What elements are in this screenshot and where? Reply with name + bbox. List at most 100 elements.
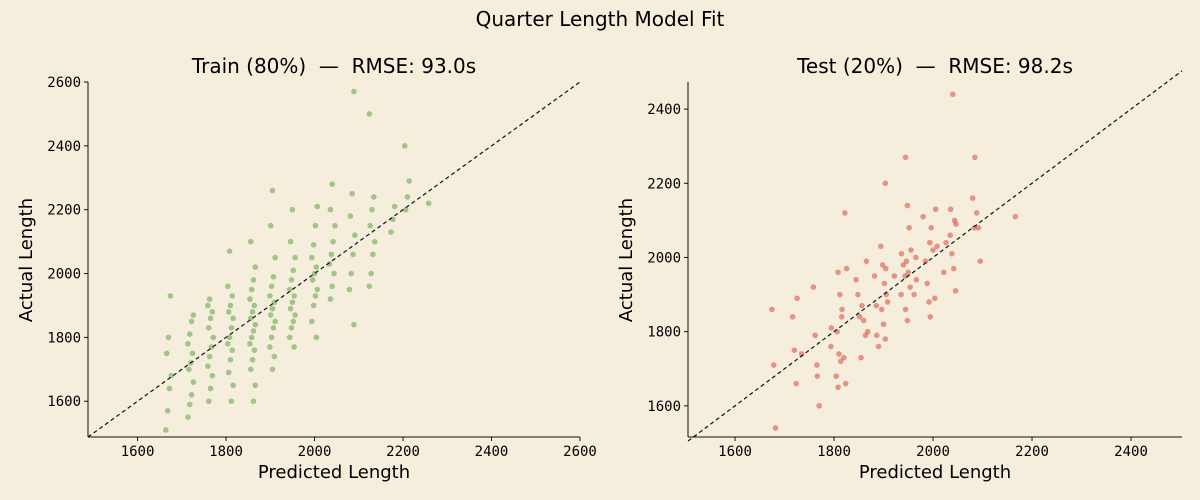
train-point — [205, 302, 211, 309]
test-point — [839, 306, 845, 313]
test-point — [920, 213, 926, 220]
train-point — [185, 414, 191, 421]
test-point — [841, 354, 847, 361]
test-point — [828, 325, 835, 331]
train-point — [391, 203, 398, 210]
train-point — [205, 363, 211, 369]
train-point — [312, 222, 319, 229]
test-point — [834, 328, 840, 335]
test-y-axis-label: Actual Length — [616, 198, 637, 322]
test-y-tick-label: 1600 — [647, 399, 681, 415]
train-point — [205, 325, 212, 331]
train-point — [166, 385, 173, 392]
train-point — [250, 277, 257, 283]
test-point — [884, 299, 891, 305]
test-point — [842, 380, 849, 387]
test-point — [812, 332, 818, 339]
train-point — [309, 318, 315, 325]
train-x-tick-label: 2400 — [475, 444, 509, 460]
train-identity-line — [87, 81, 581, 438]
train-point — [289, 206, 296, 213]
test-point — [947, 206, 954, 213]
train-point — [269, 187, 276, 194]
test-point — [932, 206, 939, 213]
test-point — [905, 269, 912, 276]
train-point — [401, 143, 408, 149]
test-point — [879, 262, 886, 268]
train-point — [347, 213, 354, 219]
train-point — [185, 340, 191, 347]
train-point — [209, 372, 216, 379]
train-point — [206, 353, 213, 360]
train-y-axis-label: Actual Length — [16, 198, 37, 322]
train-point — [227, 356, 234, 363]
train-point — [313, 334, 320, 341]
train-y-tick-label: 2200 — [47, 203, 81, 219]
test-x-axis-label: Predicted Length — [859, 462, 1011, 483]
train-point — [251, 302, 258, 309]
train-point — [286, 286, 293, 293]
test-point — [789, 314, 796, 320]
test-point — [873, 332, 880, 339]
train-point — [250, 398, 257, 405]
train-point — [406, 178, 413, 184]
train-point — [209, 309, 216, 315]
test-point — [949, 250, 955, 257]
test-y-tick-label: 2000 — [647, 250, 681, 266]
train-x-axis-label: Predicted Length — [258, 462, 410, 483]
train-point — [189, 350, 196, 357]
test-point — [860, 317, 867, 324]
train-y-tick-label: 1600 — [47, 394, 81, 410]
test-point — [875, 343, 882, 350]
test-point — [864, 328, 871, 335]
test-point — [878, 306, 885, 313]
train-point — [268, 334, 275, 341]
test-x-tick-label: 1800 — [817, 444, 851, 460]
train-point — [288, 277, 295, 283]
train-point — [371, 194, 377, 200]
train-point — [230, 315, 236, 322]
test-point — [930, 247, 936, 253]
test-y-tick-label: 2200 — [647, 176, 681, 192]
train-point — [205, 398, 212, 405]
test-point — [975, 224, 982, 231]
train-point — [404, 194, 411, 200]
train-point — [366, 111, 373, 117]
train-point — [188, 318, 195, 325]
test-point — [878, 243, 884, 250]
train-x-tick-label: 2000 — [298, 444, 332, 460]
train-point — [163, 427, 169, 433]
train-y-tick-label: 2000 — [47, 267, 81, 283]
test-point — [943, 239, 949, 246]
train-point — [225, 309, 232, 315]
train-point — [272, 318, 279, 325]
test-point — [902, 306, 909, 313]
train-point — [349, 190, 355, 197]
train-x-tick-label: 2200 — [386, 444, 420, 460]
test-point — [833, 373, 840, 379]
test-point — [882, 336, 889, 342]
train-point — [269, 305, 276, 312]
train-point — [288, 325, 295, 331]
train-point — [247, 296, 253, 302]
train-point — [332, 222, 338, 229]
train-point — [390, 216, 396, 223]
train-point — [287, 305, 294, 312]
train-point — [326, 261, 333, 267]
train-point — [167, 293, 174, 299]
train-point — [312, 293, 319, 299]
train-point — [368, 270, 374, 277]
test-point — [873, 302, 880, 309]
test-point — [927, 239, 933, 246]
test-point — [927, 314, 934, 320]
train-point — [291, 293, 298, 299]
test-point — [837, 291, 843, 298]
test-point — [769, 306, 775, 313]
test-point — [913, 254, 919, 261]
test-identity-line — [687, 70, 1183, 442]
test-point — [902, 154, 909, 161]
test-point — [791, 347, 798, 353]
train-point — [230, 382, 236, 389]
test-point — [770, 362, 777, 368]
train-point — [252, 321, 259, 328]
